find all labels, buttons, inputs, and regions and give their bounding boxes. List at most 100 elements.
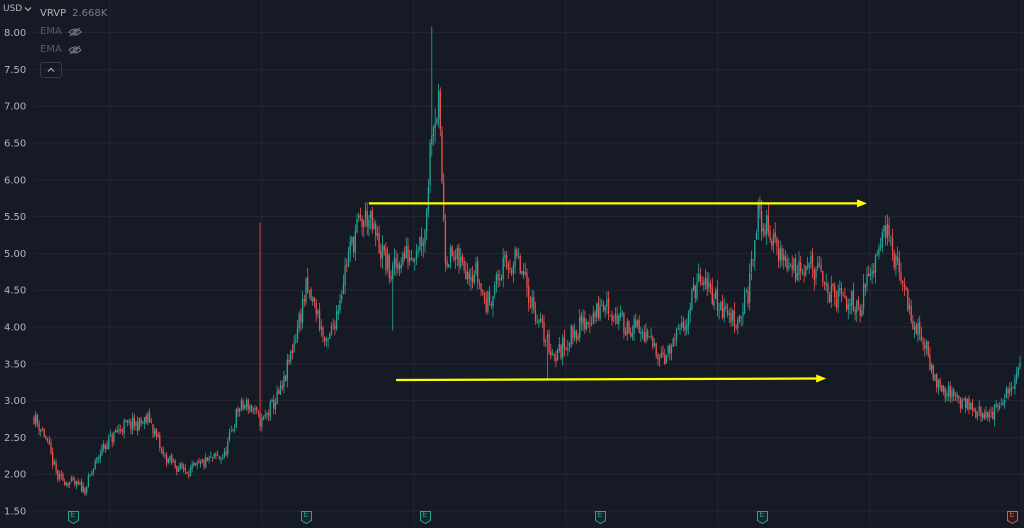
candle-body <box>96 457 98 462</box>
candle-body <box>834 285 836 298</box>
candle-body <box>567 347 569 350</box>
price-axis[interactable]: 8.00 7.50 7.00 6.50 6.00 5.50 5.00 4.50 4.00 3.50… <box>4 28 26 517</box>
candle-body <box>737 319 739 329</box>
candle-body <box>976 411 979 417</box>
y-tick-label: 6.50 <box>4 139 26 150</box>
earnings-badge[interactable]: E <box>756 509 768 525</box>
candle-body <box>675 328 678 340</box>
candle-body <box>546 334 549 339</box>
candle-body <box>480 283 482 291</box>
candle-body <box>492 296 494 307</box>
candle-body <box>990 412 992 414</box>
candle-body <box>726 310 729 315</box>
y-tick-label: 2.50 <box>4 433 26 444</box>
candle-body <box>101 445 103 455</box>
earnings-icon <box>419 511 431 525</box>
candle-body <box>767 215 770 232</box>
candle-body <box>324 337 326 341</box>
candle-body <box>470 277 472 281</box>
candle-body <box>925 342 928 349</box>
candle-body <box>478 283 481 284</box>
candle-body <box>835 299 838 308</box>
candle-body <box>182 467 185 470</box>
candle-body <box>735 326 737 328</box>
candle-body <box>441 130 443 182</box>
candle-body <box>954 394 957 396</box>
candle-body <box>368 219 370 229</box>
legend-ema-2[interactable]: EMA <box>40 41 107 59</box>
candle-body <box>36 415 39 423</box>
candle-body <box>890 236 892 238</box>
earnings-badge[interactable]: E <box>1006 509 1018 525</box>
eye-off-icon[interactable] <box>68 27 82 37</box>
legend-vrvp[interactable]: VRVP 2.668K <box>40 5 107 23</box>
candle-body <box>779 248 781 260</box>
candle-body <box>917 323 919 336</box>
candle-body <box>143 417 146 424</box>
candle-body <box>381 245 384 258</box>
candle-body <box>257 411 260 413</box>
candle-body <box>647 330 649 338</box>
candle-body <box>699 274 702 283</box>
candle-body <box>334 325 336 329</box>
candle-body <box>522 271 525 276</box>
candle-body <box>788 266 790 269</box>
candle-body <box>762 228 764 232</box>
candle-body <box>171 454 173 463</box>
arrow-head[interactable] <box>857 199 867 208</box>
candle-body <box>961 400 963 409</box>
candle-body <box>670 346 673 354</box>
candle-body <box>643 332 645 342</box>
candle-body <box>75 481 78 486</box>
candle-body <box>949 386 951 398</box>
candle-body <box>755 232 758 239</box>
candle-body <box>410 257 413 260</box>
candle-body <box>845 297 848 310</box>
candle-body <box>582 317 584 325</box>
candle-body <box>356 218 358 233</box>
legend-ema-1[interactable]: EMA <box>40 23 107 41</box>
legend-collapse-button[interactable] <box>40 62 62 78</box>
candle-body <box>590 323 593 325</box>
candle-body <box>414 259 416 261</box>
arrow-line[interactable] <box>396 377 819 382</box>
earnings-badge[interactable]: E <box>67 509 79 525</box>
candle-body <box>893 252 895 267</box>
candle-body <box>184 468 186 471</box>
candle-body <box>339 300 341 311</box>
candle-body <box>174 460 176 468</box>
earnings-badge[interactable]: E <box>419 509 431 525</box>
candle-body <box>67 483 69 486</box>
candle-body <box>177 468 180 472</box>
candle-body <box>1007 388 1009 394</box>
candle-body <box>964 397 967 408</box>
candle-body <box>194 463 197 465</box>
candle-body <box>220 458 222 460</box>
candle-body <box>854 309 856 315</box>
candle-body <box>956 394 958 398</box>
candle-body <box>650 335 652 338</box>
candle-body <box>580 315 583 323</box>
candle-body <box>57 469 59 480</box>
candle-body <box>895 256 897 269</box>
candle-body <box>817 263 819 269</box>
candle-body <box>288 359 290 362</box>
annotation-arrows[interactable] <box>368 199 867 383</box>
earnings-badge[interactable]: E <box>300 509 312 525</box>
candle-body <box>108 437 110 450</box>
candle-body <box>120 430 122 431</box>
y-tick-label: 7.50 <box>4 65 26 76</box>
candle-body <box>757 204 759 232</box>
candle-body <box>915 324 917 334</box>
eye-off-icon[interactable] <box>68 45 82 55</box>
candle-body <box>50 443 52 454</box>
currency-selector[interactable]: USD <box>3 4 32 14</box>
candle-body <box>837 290 839 308</box>
earnings-badge[interactable]: E <box>594 509 606 525</box>
candle-body <box>823 282 826 285</box>
grid-lines <box>34 0 1024 525</box>
arrow-head[interactable] <box>816 374 827 383</box>
candle-body <box>958 396 960 399</box>
candle-body <box>783 254 785 261</box>
